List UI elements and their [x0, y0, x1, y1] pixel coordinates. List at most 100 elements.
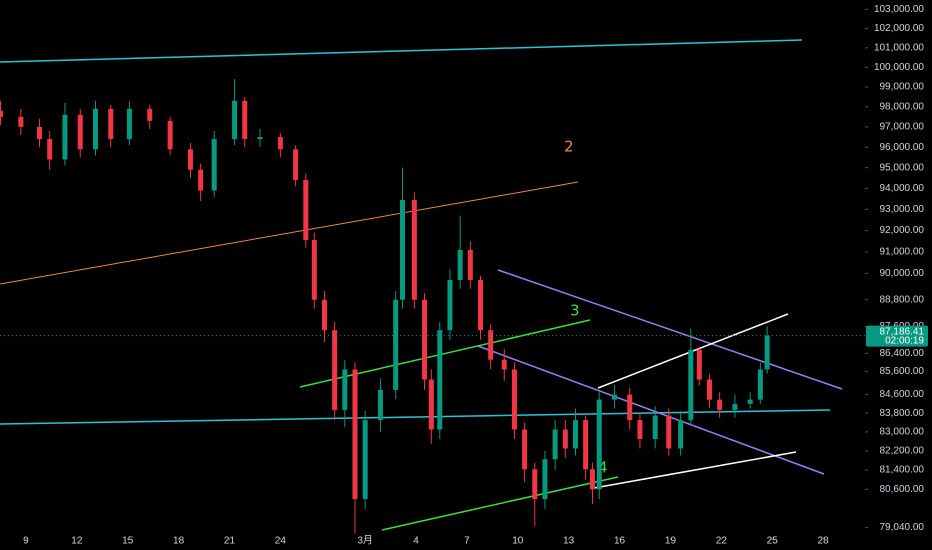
y-tick-label: 93,000.00: [880, 204, 925, 215]
x-tick-label: 28: [818, 536, 830, 547]
y-tick-label: 103,000.00: [874, 4, 924, 15]
candle-body: [678, 420, 684, 449]
annotation: 3: [570, 302, 580, 320]
y-tick-label: 80,600.00: [880, 484, 925, 495]
trend-line: [299, 319, 591, 388]
candle-body: [399, 200, 405, 300]
candle-body: [342, 369, 348, 410]
y-tick-label: 98,000.00: [880, 101, 925, 112]
candle-body: [47, 139, 53, 160]
candle-body: [126, 108, 132, 140]
candle-body: [717, 399, 723, 410]
candle-body: [747, 399, 753, 404]
candle-body: [652, 415, 658, 439]
annotation: 2: [564, 138, 574, 156]
candle-body: [411, 200, 417, 300]
candle-body: [377, 389, 383, 421]
candle-body: [211, 139, 217, 191]
candle-body: [18, 116, 24, 127]
candle-body: [108, 108, 114, 140]
countdown-label: 02:00:19: [885, 335, 924, 346]
x-tick-label: 25: [767, 536, 779, 547]
y-tick-label: 83,000.00: [880, 427, 925, 438]
candle-body: [321, 299, 327, 331]
y-tick-label: 97,000.00: [880, 122, 925, 133]
y-tick-label: 82,200.00: [880, 445, 925, 456]
candle-body: [198, 169, 204, 191]
candle-body: [242, 100, 248, 140]
y-tick-label: 83,800.00: [880, 408, 925, 419]
candle-body: [688, 349, 694, 421]
candle-body: [457, 249, 463, 281]
y-tick-label: 99,000.00: [880, 82, 925, 93]
y-tick-label: 81,400.00: [880, 465, 925, 476]
candle-body: [422, 299, 428, 380]
candle-body: [611, 394, 617, 400]
candle-body: [77, 114, 83, 150]
candle-body: [572, 420, 578, 449]
trend-line: [0, 409, 831, 425]
candle-body: [511, 369, 517, 430]
candle-body: [637, 420, 643, 439]
trend-line: [0, 181, 579, 285]
candle-body: [552, 429, 558, 460]
trend-line: [477, 345, 825, 475]
y-tick-label: 95,000.00: [880, 162, 925, 173]
y-tick-label: 79,040.00: [880, 522, 925, 533]
x-tick-label: 9: [23, 536, 29, 547]
y-tick-label: 96,000.00: [880, 142, 925, 153]
x-tick-label: 4: [413, 536, 419, 547]
candle-body: [147, 108, 153, 121]
current-price-label: 87,186.41: [880, 326, 925, 337]
candle-body: [532, 469, 538, 500]
y-tick-label: 101,000.00: [874, 42, 924, 53]
trend-line: [497, 269, 843, 390]
candle-body: [501, 359, 507, 370]
y-tick-label: 94,000.00: [880, 183, 925, 194]
candle-body: [62, 114, 68, 160]
candle-body: [477, 280, 483, 331]
y-tick-label: 102,000.00: [874, 23, 924, 34]
candle-body: [732, 403, 738, 410]
candle-body: [393, 299, 399, 390]
candle-body: [696, 349, 702, 380]
y-tick-label: 86,400.00: [880, 348, 925, 359]
x-tick-label: 12: [71, 536, 83, 547]
candle-body: [362, 420, 368, 500]
x-tick-label: 24: [275, 536, 287, 547]
y-tick-label: 90,000.00: [880, 268, 925, 279]
candle-body: [37, 126, 43, 140]
x-tick-label: 16: [614, 536, 626, 547]
annotation: 4: [598, 459, 608, 477]
candle-body: [447, 280, 453, 331]
candle-body: [488, 330, 494, 360]
y-tick-label: 100,000.00: [874, 62, 924, 73]
candle-body: [437, 330, 443, 430]
candle-body: [311, 240, 317, 300]
x-tick-label: 15: [122, 536, 134, 547]
y-tick-label: 91,000.00: [880, 246, 925, 257]
candle-body: [596, 399, 602, 490]
y-tick-label: 92,000.00: [880, 225, 925, 236]
x-tick-label: 3月: [357, 535, 373, 547]
current-price-box: [866, 325, 928, 347]
candle-body: [522, 429, 528, 470]
candle-body: [589, 469, 595, 490]
candle-body: [352, 369, 358, 500]
candle-body: [257, 137, 263, 140]
candle-body: [542, 459, 548, 500]
y-tick-label: 88,800.00: [880, 294, 925, 305]
trend-line: [381, 476, 619, 531]
x-tick-label: 7: [464, 536, 470, 547]
x-tick-label: 10: [512, 536, 524, 547]
x-tick-label: 22: [716, 536, 728, 547]
candle-body: [764, 335, 770, 370]
candle-body: [303, 180, 309, 241]
x-tick-label: 13: [563, 536, 575, 547]
y-tick-label: 84,600.00: [880, 389, 925, 400]
candle-body: [706, 379, 712, 400]
candle-body: [92, 108, 98, 150]
candle-body: [332, 330, 338, 410]
trend-lines: [0, 39, 843, 531]
